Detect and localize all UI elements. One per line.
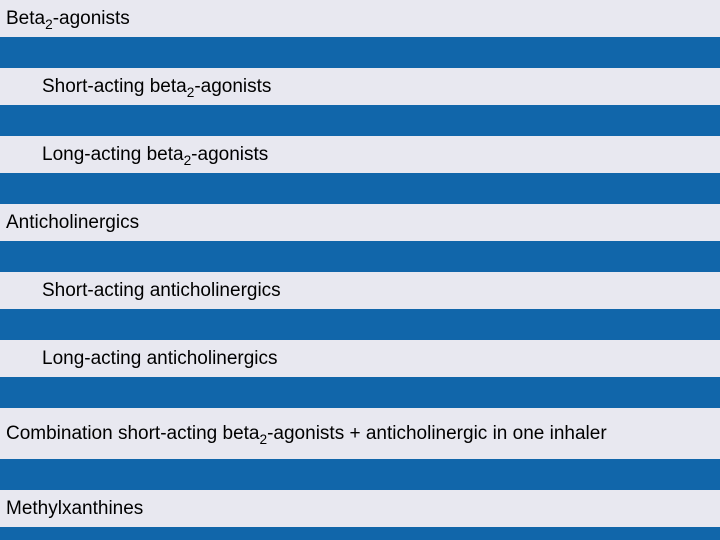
- subcategory-short-beta: Short-acting beta2-agonists: [0, 68, 720, 105]
- category-beta-agonists: Beta2-agonists: [0, 0, 720, 37]
- text: Methylxanthines: [6, 498, 143, 520]
- seg-post: -agonists: [191, 144, 268, 165]
- text: Short-acting anticholinergics: [42, 280, 281, 302]
- seg-post: -agonists + anticholinergic in one inhal…: [267, 423, 607, 444]
- divider: [0, 37, 720, 68]
- category-anticholinergics: Anticholinergics: [0, 204, 720, 241]
- seg-pre: Short-acting beta: [42, 76, 187, 97]
- seg-pre: Combination short-acting beta: [6, 423, 259, 444]
- seg-pre: Beta: [6, 8, 45, 29]
- seg-pre: Long-acting beta: [42, 144, 184, 165]
- category-combination: Combination short-acting beta2-agonists …: [0, 408, 720, 459]
- text: Anticholinergics: [6, 212, 139, 234]
- text: Beta2-agonists: [6, 8, 130, 30]
- divider: [0, 309, 720, 340]
- subcategory-long-beta: Long-acting beta2-agonists: [0, 136, 720, 173]
- seg-sub: 2: [45, 16, 53, 31]
- divider: [0, 105, 720, 136]
- seg-post: -agonists: [194, 76, 271, 97]
- text: Combination short-acting beta2-agonists …: [6, 423, 607, 445]
- text: Short-acting beta2-agonists: [42, 76, 271, 98]
- divider: [0, 377, 720, 408]
- divider: [0, 241, 720, 272]
- subcategory-short-anticholinergic: Short-acting anticholinergics: [0, 272, 720, 309]
- divider: [0, 459, 720, 490]
- text: Long-acting anticholinergics: [42, 348, 278, 370]
- text: Long-acting beta2-agonists: [42, 144, 268, 166]
- seg-sub: 2: [259, 431, 267, 446]
- divider: [0, 173, 720, 204]
- category-methylxanthines: Methylxanthines: [0, 490, 720, 527]
- seg-post: -agonists: [53, 8, 130, 29]
- subcategory-long-anticholinergic: Long-acting anticholinergics: [0, 340, 720, 377]
